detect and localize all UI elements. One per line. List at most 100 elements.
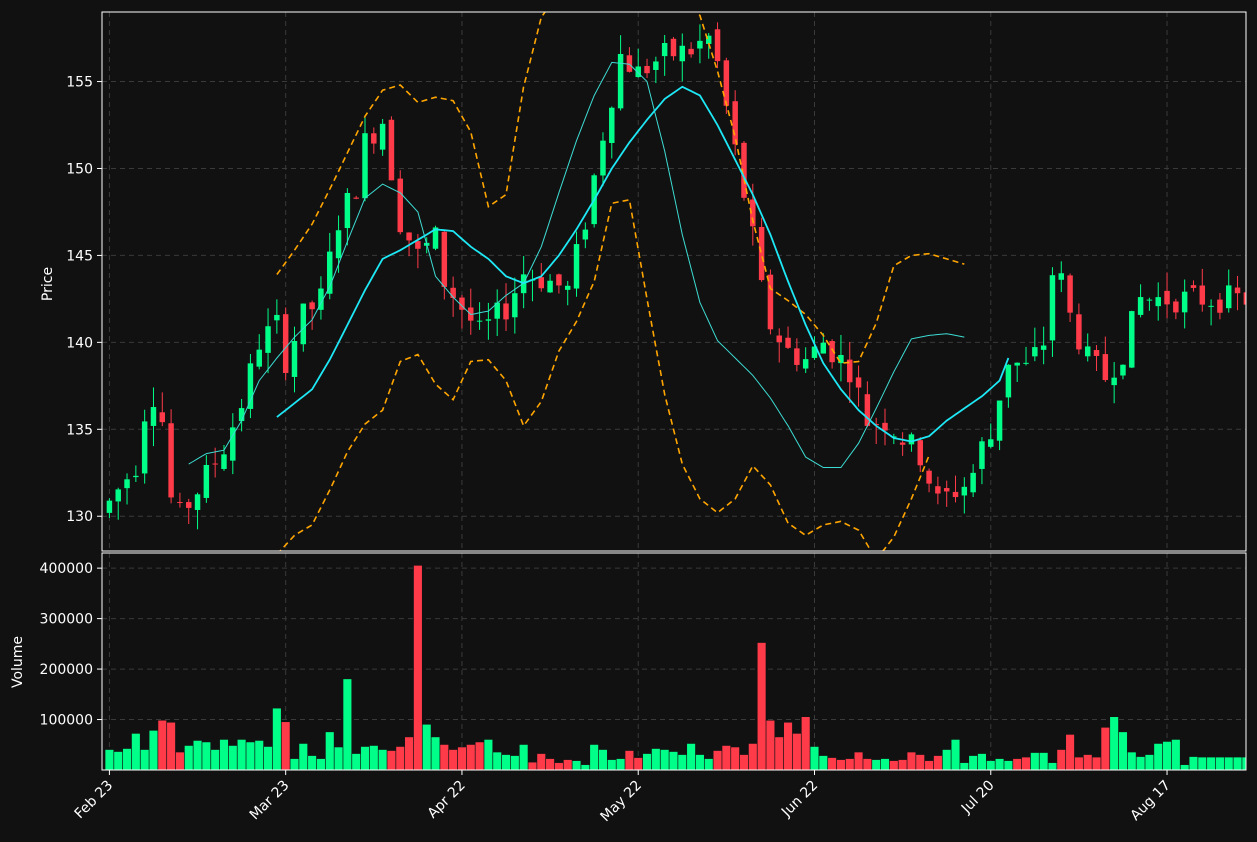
candle-body xyxy=(653,61,659,70)
volume-bar xyxy=(246,742,255,770)
candle-body xyxy=(362,133,368,199)
candle-body xyxy=(811,346,818,358)
volume-bar xyxy=(387,750,396,770)
volume-bar xyxy=(854,752,863,770)
candle-body xyxy=(256,349,262,367)
price-tick-label: 130 xyxy=(66,509,93,525)
volume-bar xyxy=(1057,749,1066,770)
candle-body xyxy=(327,251,333,294)
candle-body xyxy=(582,229,589,240)
volume-bar xyxy=(1030,752,1039,770)
candle-body xyxy=(1146,299,1153,301)
volume-bar xyxy=(1215,757,1224,770)
volume-bar xyxy=(369,745,378,770)
volume-bar xyxy=(1189,756,1198,770)
volume-bar xyxy=(766,720,775,770)
volume-bar xyxy=(1242,757,1246,770)
volume-bar xyxy=(1207,757,1216,770)
volume-bar xyxy=(836,759,845,770)
volume-bar xyxy=(1110,717,1119,770)
volume-bar xyxy=(1136,756,1145,770)
candle-body xyxy=(926,470,932,484)
candle-body xyxy=(1173,301,1179,313)
volume-tick-label: 300000 xyxy=(40,612,93,628)
candle-body xyxy=(203,464,210,498)
candle-body xyxy=(141,421,148,474)
volume-bar xyxy=(299,743,308,770)
candle-body xyxy=(855,377,862,388)
candle-body xyxy=(1058,273,1065,280)
candle-body xyxy=(512,293,518,318)
volume-bar xyxy=(810,746,819,770)
volume-bar xyxy=(290,758,299,770)
volume-bar xyxy=(739,754,749,770)
volume-bar xyxy=(219,739,229,770)
upper-band-line xyxy=(276,12,965,365)
candle-body xyxy=(935,486,941,494)
candle-body xyxy=(952,491,959,498)
candle-body xyxy=(371,133,377,144)
candles xyxy=(106,22,1246,530)
volume-bar xyxy=(1013,758,1022,770)
volume-bar xyxy=(1074,757,1083,770)
volume-bar xyxy=(977,753,987,770)
candle-body xyxy=(274,314,280,321)
volume-bar xyxy=(880,758,890,770)
volume-bar xyxy=(783,722,793,770)
candle-body xyxy=(282,314,289,373)
price-frame xyxy=(101,11,1247,552)
volume-bar xyxy=(431,737,440,770)
candle-body xyxy=(133,475,139,478)
candle-body xyxy=(723,60,730,106)
volume-bar xyxy=(114,751,123,770)
candle-body xyxy=(838,354,844,364)
candle-body xyxy=(1093,350,1100,356)
candle-body xyxy=(679,45,686,62)
volume-bar xyxy=(889,760,898,770)
candle-body xyxy=(388,119,395,181)
candle-body xyxy=(441,231,448,287)
volume-bar xyxy=(343,679,352,770)
candle-body xyxy=(573,244,580,289)
volume-bar xyxy=(986,760,995,770)
volume-bar xyxy=(281,722,290,770)
volume-bar xyxy=(845,758,854,770)
volume-bar xyxy=(757,642,766,770)
volume-bar xyxy=(193,740,202,770)
candle-body xyxy=(1084,346,1091,357)
candle-body xyxy=(829,341,835,363)
volume-bar xyxy=(493,752,502,770)
volume-bar xyxy=(149,730,158,770)
volume-bar xyxy=(995,758,1004,770)
candle-body xyxy=(415,241,421,249)
volume-bar xyxy=(775,737,784,770)
candle-body xyxy=(732,101,738,145)
volume-bar xyxy=(352,753,361,770)
candle-body xyxy=(432,227,439,249)
candle-body xyxy=(459,297,465,310)
volume-bar xyxy=(546,758,555,770)
candle-body xyxy=(450,287,456,298)
volume-bar xyxy=(122,748,132,770)
volume-bar xyxy=(563,759,572,770)
candle-body xyxy=(1208,305,1214,307)
candle-body xyxy=(1032,347,1038,357)
volume-bar xyxy=(131,733,140,770)
candle-body xyxy=(661,43,668,57)
candle-body xyxy=(988,439,994,447)
volume-bar xyxy=(1198,757,1207,770)
volume-bar xyxy=(872,759,881,770)
volume-bar xyxy=(933,755,942,770)
candle-body xyxy=(564,285,571,290)
candle-body xyxy=(335,230,342,259)
candle-body xyxy=(556,274,562,286)
volume-bar xyxy=(237,739,246,770)
volume-bar xyxy=(360,746,370,770)
candle-body xyxy=(776,335,782,343)
volume-bar xyxy=(634,757,643,770)
candle-body xyxy=(1120,364,1126,376)
candle-body xyxy=(1155,297,1161,307)
volume-bar xyxy=(175,752,184,770)
